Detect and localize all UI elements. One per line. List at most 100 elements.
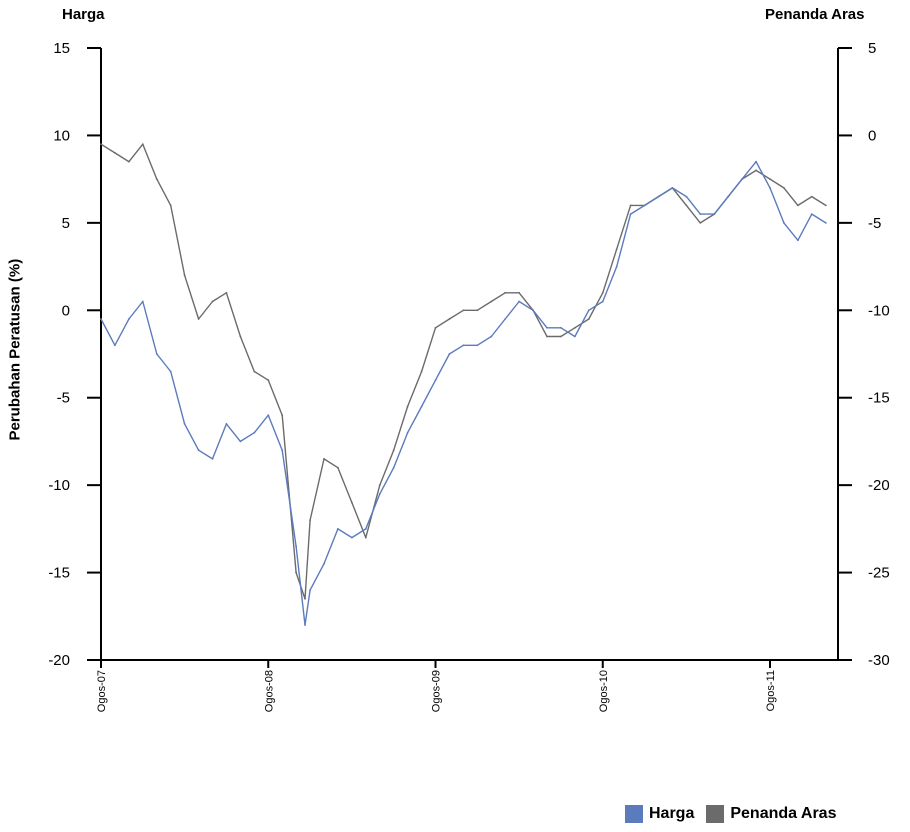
data-point-penanda-aras — [211, 300, 214, 303]
axes: 15 10 5 0 -5 -10 -15 -20 5 0 -5 -10 -15 -20 -25 -30 Ogos… — [48, 40, 889, 712]
data-point-harga — [741, 178, 743, 181]
data-point-harga — [323, 562, 325, 565]
data-point-harga — [601, 300, 604, 303]
data-point-harga — [587, 309, 590, 312]
data-point-penanda-aras — [518, 291, 520, 294]
data-point-harga — [197, 449, 200, 452]
data-point-harga — [824, 222, 827, 224]
right-y-tick-label: 0 — [868, 127, 876, 144]
data-point-harga — [295, 545, 297, 548]
data-point-harga — [392, 466, 395, 469]
data-point-harga — [504, 318, 507, 320]
data-point-penanda-aras — [824, 204, 827, 207]
data-point-harga — [727, 195, 730, 198]
data-point-harga — [127, 318, 130, 320]
data-point-harga — [406, 431, 409, 434]
data-point-penanda-aras — [141, 143, 144, 146]
data-point-penanda-aras — [253, 370, 256, 373]
right-y-tick-label: -25 — [868, 565, 890, 582]
data-point-harga — [378, 493, 381, 495]
right-y-tick-label: -30 — [868, 652, 890, 669]
data-point-harga — [267, 414, 270, 417]
data-point-penanda-aras — [100, 143, 102, 146]
data-point-penanda-aras — [183, 274, 186, 277]
data-point-harga — [490, 335, 493, 338]
data-point-penanda-aras — [560, 335, 562, 338]
left-y-tick-label: 5 — [62, 215, 70, 232]
data-point-harga — [239, 440, 242, 443]
x-tick-label: Ogos-11 — [765, 670, 777, 711]
legend-item-penanda-aras: Penanda Aras — [706, 805, 836, 823]
data-point-penanda-aras — [699, 222, 702, 224]
data-point-harga — [797, 239, 799, 242]
data-point-penanda-aras — [420, 370, 423, 373]
data-point-penanda-aras — [127, 160, 130, 163]
data-point-penanda-aras — [364, 536, 367, 539]
data-point-penanda-aras — [685, 204, 688, 207]
data-point-harga — [141, 300, 144, 303]
data-point-harga — [532, 309, 534, 312]
left-axis-title: Harga — [62, 6, 105, 23]
data-point-penanda-aras — [546, 335, 548, 338]
data-point-penanda-aras — [225, 291, 228, 294]
data-point-harga — [518, 300, 520, 303]
data-point-penanda-aras — [615, 248, 618, 251]
data-point-harga — [225, 423, 228, 425]
data-point-harga — [546, 326, 548, 329]
legend-swatch-penanda-aras — [706, 805, 725, 823]
legend-label-penanda-aras: Penanda Aras — [730, 805, 837, 822]
data-point-penanda-aras — [114, 152, 116, 154]
left-y-tick-label: -20 — [48, 652, 70, 669]
data-point-harga — [685, 195, 688, 198]
right-y-tick-label: -5 — [868, 215, 881, 232]
data-point-penanda-aras — [769, 178, 771, 181]
data-point-harga — [671, 187, 674, 189]
data-point-penanda-aras — [574, 326, 576, 329]
data-point-harga — [713, 213, 716, 216]
data-point-penanda-aras — [490, 300, 493, 303]
data-point-penanda-aras — [337, 466, 339, 469]
x-tick-label: Ogos-09 — [431, 670, 443, 712]
data-point-harga — [615, 265, 618, 268]
data-point-harga — [337, 528, 339, 530]
data-point-harga — [309, 589, 311, 591]
data-point-harga — [364, 528, 367, 530]
data-point-penanda-aras — [406, 405, 409, 408]
data-point-penanda-aras — [351, 501, 353, 504]
data-point-harga — [304, 624, 306, 626]
data-point-harga — [699, 213, 702, 216]
legend: Harga Penanda Aras — [625, 805, 848, 823]
data-point-penanda-aras — [304, 597, 306, 600]
data-point-harga — [783, 222, 785, 224]
data-point-penanda-aras — [448, 318, 451, 320]
left-y-tick-label: 10 — [53, 127, 70, 144]
data-point-penanda-aras — [434, 326, 437, 329]
right-y-tick-label: -10 — [868, 302, 890, 319]
data-point-penanda-aras — [783, 187, 785, 189]
data-point-penanda-aras — [587, 318, 590, 320]
left-y-tick-label: -5 — [57, 390, 70, 407]
data-point-harga — [183, 423, 186, 425]
x-tick-label: Ogos-07 — [96, 670, 108, 712]
data-point-penanda-aras — [295, 571, 297, 574]
data-point-penanda-aras — [797, 204, 799, 207]
data-point-harga — [560, 326, 562, 329]
left-y-tick-label: -10 — [48, 477, 70, 494]
x-tick-label: Ogos-08 — [263, 670, 275, 712]
left-y-tick-label: -15 — [48, 565, 70, 582]
data-point-penanda-aras — [755, 169, 757, 172]
data-point-penanda-aras — [309, 519, 311, 521]
data-point-harga — [643, 204, 646, 207]
data-point-harga — [434, 379, 437, 382]
data-point-penanda-aras — [155, 178, 158, 181]
data-point-harga — [281, 449, 284, 452]
data-point-penanda-aras — [462, 309, 465, 312]
data-point-penanda-aras — [169, 204, 172, 207]
data-point-penanda-aras — [281, 414, 284, 417]
data-point-harga — [351, 536, 353, 539]
series-line-harga — [100, 160, 827, 626]
data-point-harga — [114, 344, 116, 347]
data-point-harga — [755, 160, 757, 163]
left-y-tick-label: 0 — [62, 302, 70, 319]
